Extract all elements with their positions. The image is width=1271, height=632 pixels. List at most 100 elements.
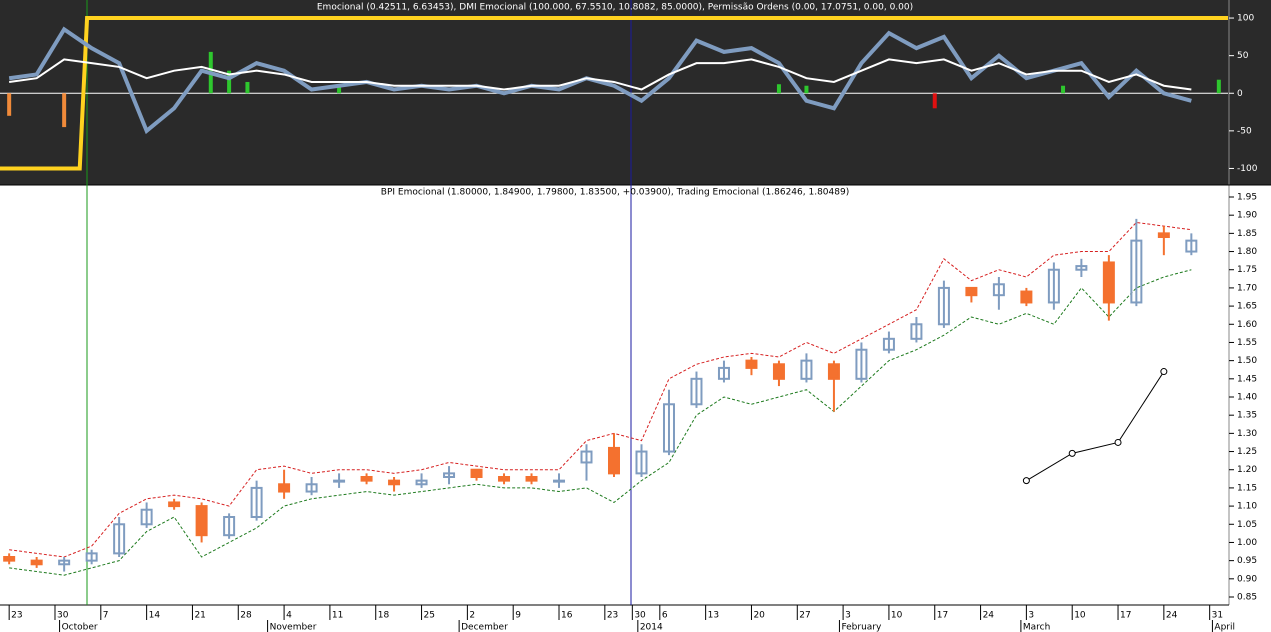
candle-body <box>1185 239 1198 253</box>
indicator-bar <box>227 70 232 94</box>
candle-body <box>278 483 291 493</box>
candle-body <box>360 476 373 482</box>
candle-body <box>937 286 950 326</box>
y-tick-label: 1.80 <box>1237 247 1257 257</box>
x-tick-label: 30 <box>634 611 646 621</box>
indicator-line <box>9 58 1192 91</box>
projection-point <box>1022 477 1030 485</box>
x-tick-label: 23 <box>607 611 618 621</box>
y-tick-label: 0.95 <box>1237 556 1257 566</box>
y-tick-label: 1.10 <box>1237 502 1257 512</box>
x-tick-label: 21 <box>194 611 205 621</box>
x-tick-label: 18 <box>378 611 390 621</box>
y-tick-label: 1.55 <box>1237 338 1257 348</box>
trading-band <box>9 221 1192 558</box>
candle-body <box>250 486 263 518</box>
candle-body <box>1020 290 1033 304</box>
candle-body <box>1075 265 1088 271</box>
candle-body <box>305 483 318 493</box>
y-tick-label: 1.35 <box>1237 411 1257 421</box>
y-tick-label: 1.85 <box>1237 229 1257 239</box>
candle-body <box>1102 261 1115 304</box>
x-tick-label: 10 <box>1074 611 1086 621</box>
candle-body <box>1047 268 1060 304</box>
x-tick-label: 27 <box>799 611 810 621</box>
x-tick-label: 28 <box>240 611 252 621</box>
x-tick-label: 10 <box>891 611 903 621</box>
candle-body <box>415 479 428 486</box>
x-tick-label: 3 <box>1028 611 1034 621</box>
candle-body <box>690 377 703 406</box>
month-label: February <box>841 623 882 632</box>
x-tick-label: 20 <box>753 611 765 621</box>
candle-body <box>388 479 401 486</box>
projection-point <box>1068 449 1076 457</box>
y-tick-label: 1.90 <box>1237 211 1257 221</box>
x-tick-label: 24 <box>983 611 995 621</box>
y-tick-label: 50 <box>1237 51 1249 61</box>
y-tick-label: 1.70 <box>1237 283 1257 293</box>
x-tick-label: 23 <box>11 611 22 621</box>
candle-body <box>168 501 181 508</box>
y-tick-label: 0.90 <box>1237 574 1257 584</box>
candle-body <box>965 286 978 297</box>
candle-body <box>855 348 868 380</box>
y-tick-label: 1.05 <box>1237 520 1257 530</box>
x-tick-label: 25 <box>424 611 435 621</box>
indicator-bar <box>1216 79 1221 94</box>
candle-body <box>882 337 895 351</box>
y-tick-label: 1.30 <box>1237 429 1257 439</box>
candle-body <box>113 523 126 555</box>
month-label: November <box>270 623 317 632</box>
candle-body <box>58 559 71 566</box>
month-label: December <box>461 623 508 632</box>
indicator-background <box>0 0 1271 185</box>
month-label: 2014 <box>640 623 663 632</box>
x-tick-label: 16 <box>561 611 573 621</box>
x-tick-label: 2 <box>469 611 475 621</box>
y-tick-label: 1.75 <box>1237 265 1257 275</box>
candle-body <box>827 363 840 380</box>
projection-line <box>1026 371 1165 482</box>
x-tick-label: 6 <box>662 611 668 621</box>
candle-body <box>333 479 346 483</box>
x-tick-label: 3 <box>845 611 851 621</box>
y-tick-label: 0 <box>1237 89 1243 99</box>
y-tick-label: 100 <box>1237 14 1254 24</box>
x-tick-label: 11 <box>332 611 343 621</box>
x-tick-label: 4 <box>286 611 292 621</box>
candle-body <box>3 556 16 562</box>
candle-body <box>470 468 483 478</box>
month-label: October <box>62 623 98 632</box>
x-tick-label: 7 <box>103 611 109 621</box>
y-tick-label: 1.25 <box>1237 447 1257 457</box>
candle-body <box>1157 232 1170 238</box>
y-tick-label: 0.85 <box>1237 593 1257 603</box>
candle-body <box>553 479 566 483</box>
x-tick-label: 9 <box>515 611 521 621</box>
candle-body <box>800 359 813 380</box>
candle-body <box>498 476 511 482</box>
x-tick-label: 31 <box>1212 611 1223 621</box>
x-tick-label: 30 <box>57 611 69 621</box>
indicator-bar <box>1061 85 1066 94</box>
candle-body <box>195 505 208 537</box>
candle-body <box>635 450 648 475</box>
y-tick-label: 1.95 <box>1237 193 1257 203</box>
candle-body <box>140 508 153 526</box>
month-label: March <box>1023 623 1050 632</box>
candle-body <box>772 363 785 380</box>
month-label: April <box>1214 623 1235 632</box>
candle-body <box>525 476 538 482</box>
y-tick-label: 1.60 <box>1237 320 1257 330</box>
price-title: BPI Emocional (1.80000, 1.84900, 1.79800… <box>381 188 849 198</box>
x-tick-label: 17 <box>1120 611 1131 621</box>
indicator-bar <box>337 84 342 94</box>
indicator-bar <box>7 93 12 116</box>
candle-body <box>717 366 730 380</box>
trading-band <box>9 269 1192 576</box>
indicator-line <box>0 16 1228 171</box>
candle-body <box>608 446 620 475</box>
indicator-bar <box>804 85 809 94</box>
